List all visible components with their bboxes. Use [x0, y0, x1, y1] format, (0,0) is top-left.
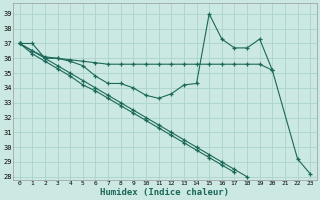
X-axis label: Humidex (Indice chaleur): Humidex (Indice chaleur)	[100, 188, 229, 197]
